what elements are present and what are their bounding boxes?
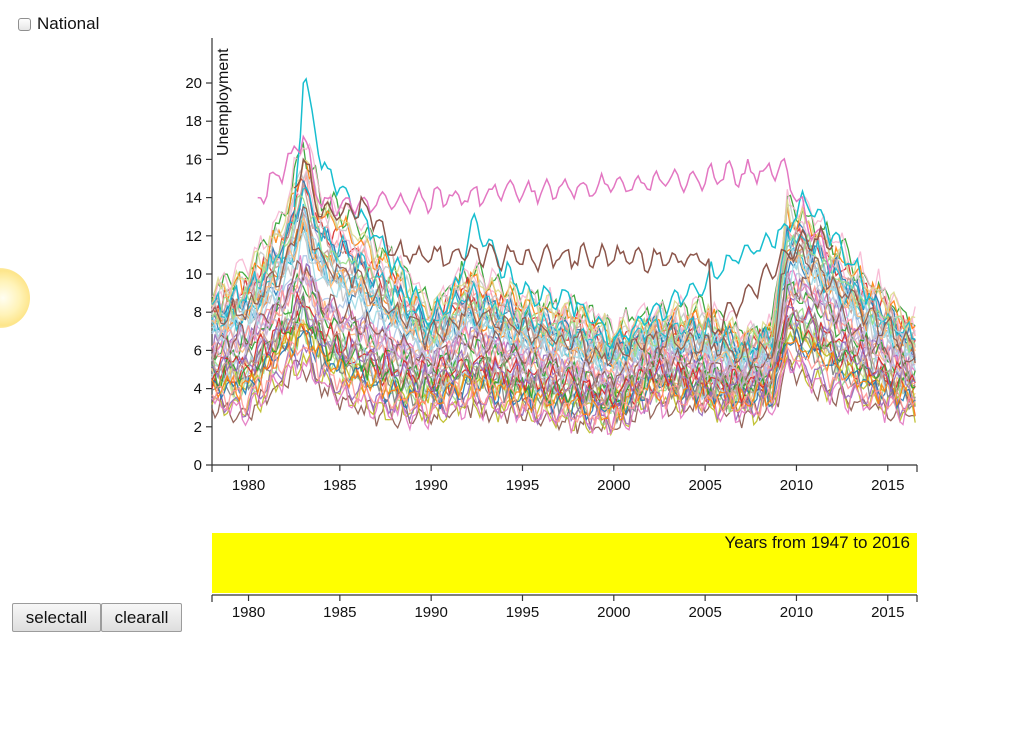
brush-x-tick-label: 2015 [871, 604, 904, 621]
series-line [211, 323, 916, 414]
y-tick-label: 0 [194, 457, 202, 474]
y-tick-label: 20 [185, 75, 202, 92]
brush-x-tick-label: 1990 [414, 604, 447, 621]
series-line [211, 291, 916, 410]
y-tick-label: 14 [185, 190, 202, 207]
x-tick-label: 2005 [688, 477, 721, 494]
x-tick-label: 2010 [780, 477, 813, 494]
series-lines [211, 77, 916, 437]
series-line [211, 205, 916, 372]
x-tick-label: 2000 [597, 477, 630, 494]
main-chart-area: 0 2 4 6 8 10 12 14 16 18 20 1980 1985 1990 1995 2000 200… [185, 38, 918, 494]
series-line [211, 186, 916, 360]
brush-x-tick-label: 1985 [323, 604, 356, 621]
national-checkbox[interactable]: National [18, 14, 99, 34]
series-line [211, 306, 916, 412]
y-tick-label: 10 [185, 266, 202, 283]
x-tick-label: 1990 [414, 477, 447, 494]
brush-x-tick-label: 2000 [597, 604, 630, 621]
y-tick-label: 12 [185, 228, 202, 245]
national-checkbox-box[interactable] [18, 17, 31, 31]
series-line [211, 340, 916, 431]
brush-x-tick-label: 1980 [232, 604, 265, 621]
y-tick-label: 6 [194, 342, 202, 359]
x-tick-label: 1995 [506, 477, 539, 494]
clearall-button[interactable]: clearall [101, 603, 182, 632]
highlight-series-line [293, 157, 834, 335]
y-tick-label: 8 [194, 304, 202, 321]
x-tick-label: 1980 [232, 477, 265, 494]
series-line [211, 271, 916, 394]
y-tick-label: 18 [185, 113, 202, 130]
y-tick-label: 16 [185, 151, 202, 168]
y-axis-label: Unemployment [215, 48, 232, 156]
series-line [211, 297, 916, 407]
selectall-button[interactable]: selectall [12, 603, 101, 632]
brush-title: Years from 1947 to 2016 [724, 533, 910, 552]
brush-x-tick-label: 2010 [780, 604, 813, 621]
series-line [211, 356, 916, 435]
series-line [211, 299, 916, 405]
national-label: National [37, 14, 100, 33]
year-range-brush[interactable] [212, 533, 917, 593]
series-line [211, 295, 916, 411]
series-line [211, 169, 916, 353]
brush-x-tick-label: 1995 [506, 604, 539, 621]
y-tick-label: 4 [194, 381, 202, 398]
highlight-series-line [293, 77, 871, 350]
x-tick-label: 2015 [871, 477, 904, 494]
series-line [211, 356, 916, 434]
series-line [211, 215, 916, 375]
series-line [211, 351, 916, 437]
x-tick-label: 1985 [323, 477, 356, 494]
series-line [211, 276, 916, 394]
y-tick-label: 2 [194, 419, 202, 436]
highlight-series-line [257, 134, 834, 275]
brush-x-axis: 1980 1985 1990 1995 2000 2005 2010 2015 [211, 594, 918, 621]
brush-x-tick-label: 2005 [688, 604, 721, 621]
